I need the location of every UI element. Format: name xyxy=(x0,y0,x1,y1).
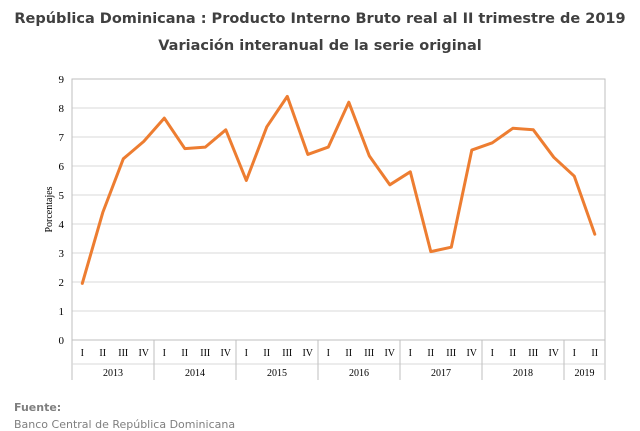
data-point xyxy=(429,250,433,254)
data-point xyxy=(101,210,105,214)
y-tick-label: 4 xyxy=(59,219,65,231)
x-tick-label: I xyxy=(491,348,494,359)
x-tick-label: I xyxy=(327,348,330,359)
x-tick-label: III xyxy=(282,348,292,359)
data-point xyxy=(306,152,310,156)
chart-title: República Dominicana : Producto Interno … xyxy=(14,11,626,27)
data-point xyxy=(593,232,597,236)
x-tick-label: I xyxy=(245,348,248,359)
data-point xyxy=(244,179,248,183)
y-axis-label: Porcentajes xyxy=(44,186,55,232)
x-tick-label: IV xyxy=(466,348,477,359)
data-point xyxy=(572,174,576,178)
x-tick-label: II xyxy=(509,348,516,359)
data-point xyxy=(552,155,556,159)
x-tick-label: III xyxy=(200,348,210,359)
data-point xyxy=(449,245,453,249)
y-tick-label: 9 xyxy=(59,74,65,86)
source-text: Banco Central de República Dominicana xyxy=(14,418,236,431)
data-point xyxy=(162,116,166,120)
x-tick-label: II xyxy=(99,348,106,359)
data-point xyxy=(80,281,84,285)
year-label: 2013 xyxy=(103,368,123,379)
year-label: 2017 xyxy=(431,368,451,379)
x-tick-label: III xyxy=(364,348,374,359)
x-tick-label: I xyxy=(573,348,576,359)
x-tick-label: IV xyxy=(302,348,313,359)
x-tick-label: IV xyxy=(384,348,395,359)
data-point xyxy=(388,183,392,187)
data-point xyxy=(265,125,269,129)
data-point xyxy=(224,128,228,132)
data-point xyxy=(121,157,125,161)
y-tick-label: 2 xyxy=(59,277,65,289)
data-point xyxy=(470,148,474,152)
y-tick-label: 5 xyxy=(59,190,65,202)
data-point xyxy=(285,94,289,98)
y-tick-label: 0 xyxy=(59,335,65,347)
data-point xyxy=(183,147,187,151)
x-tick-label: IV xyxy=(548,348,559,359)
x-tick-label: I xyxy=(81,348,84,359)
y-tick-label: 6 xyxy=(59,161,65,173)
year-label: 2016 xyxy=(349,368,369,379)
y-tick-label: 3 xyxy=(59,248,65,260)
x-tick-label: II xyxy=(181,348,188,359)
data-point xyxy=(511,126,515,130)
x-tick-label: IV xyxy=(138,348,149,359)
x-tick-label: IV xyxy=(220,348,231,359)
x-tick-label: I xyxy=(409,348,412,359)
chart-subtitle: Variación interanual de la serie origina… xyxy=(158,38,482,54)
y-tick-label: 8 xyxy=(59,103,65,115)
data-point xyxy=(142,139,146,143)
y-tick-label: 1 xyxy=(59,306,65,318)
data-point xyxy=(490,141,494,145)
y-tick-label: 7 xyxy=(59,132,65,144)
series-line xyxy=(80,94,597,285)
year-label: 2019 xyxy=(575,368,595,379)
x-tick-label: III xyxy=(446,348,456,359)
data-point xyxy=(367,154,371,158)
year-label: 2018 xyxy=(513,368,533,379)
x-tick-label: III xyxy=(118,348,128,359)
data-point xyxy=(531,128,535,132)
data-point xyxy=(408,170,412,174)
year-label: 2015 xyxy=(267,368,287,379)
x-tick-label: II xyxy=(427,348,434,359)
plot-area xyxy=(71,78,606,341)
x-tick-label: II xyxy=(591,348,598,359)
source-label: Fuente: xyxy=(14,401,62,414)
x-tick-label: II xyxy=(345,348,352,359)
data-point xyxy=(347,100,351,104)
x-tick-label: II xyxy=(263,348,270,359)
x-tick-label: I xyxy=(163,348,166,359)
data-point xyxy=(203,145,207,149)
data-point xyxy=(326,145,330,149)
x-tick-label: III xyxy=(528,348,538,359)
year-label: 2014 xyxy=(185,368,205,379)
